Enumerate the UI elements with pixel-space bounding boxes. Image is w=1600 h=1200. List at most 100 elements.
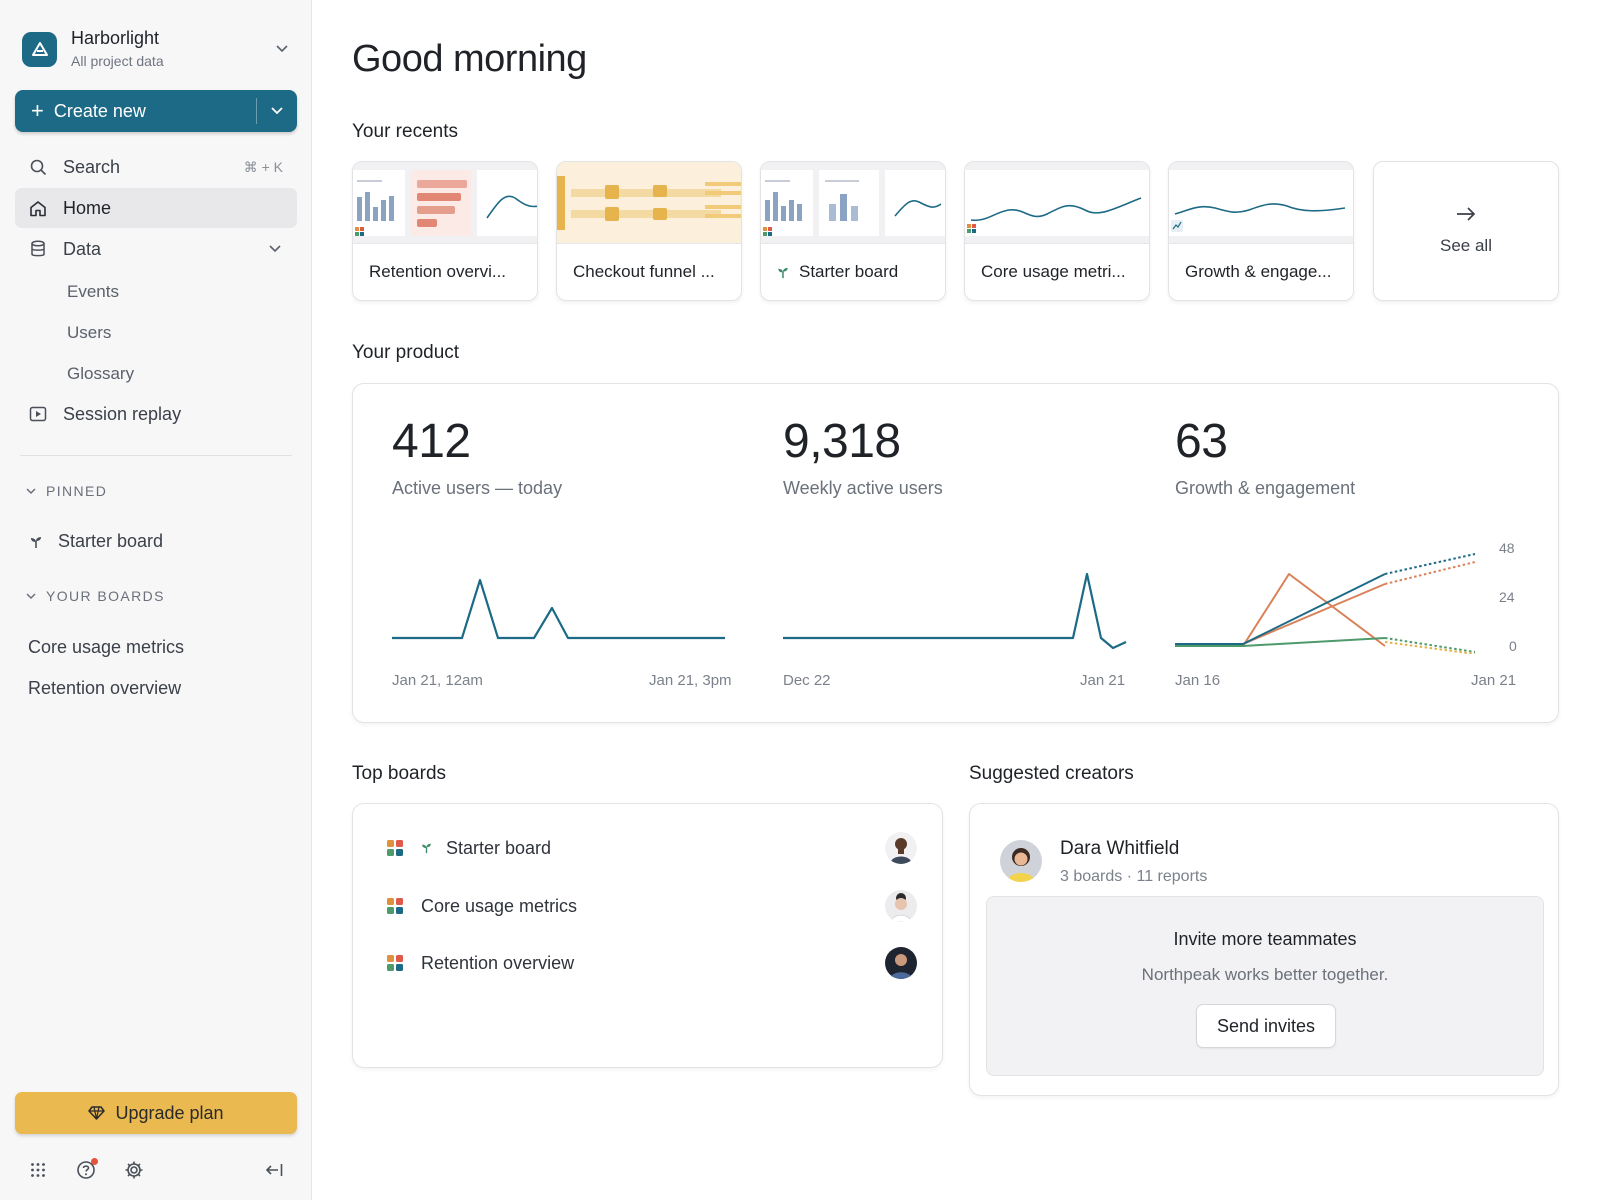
collapse-sidebar-icon[interactable] (262, 1158, 286, 1182)
create-new-label: Create new (53, 100, 146, 121)
y-axis-tick: 48 (1499, 540, 1515, 556)
top-board-row[interactable]: Starter board (387, 828, 917, 868)
recent-card-core-usage[interactable]: Core usage metri... (964, 161, 1150, 301)
help-icon[interactable] (74, 1158, 98, 1182)
recent-card-label: Core usage metri... (981, 262, 1126, 281)
creator-name[interactable]: Dara Whitfield (1060, 838, 1180, 859)
page-title: Good morning (352, 38, 587, 80)
suggested-creators-title: Suggested creators (969, 763, 1134, 784)
create-new-dropdown-button[interactable] (257, 90, 297, 132)
nav-search[interactable]: Search ⌘ + K (15, 147, 297, 187)
nav-glossary[interactable]: Glossary (67, 364, 135, 383)
plus-icon: + (31, 98, 44, 123)
recent-card-growth[interactable]: Growth & engage... (1168, 161, 1354, 301)
sidebar-divider (20, 455, 292, 456)
active-users-today-value: 412 (392, 415, 471, 468)
owner-avatar (885, 890, 917, 922)
pinned-section-toggle[interactable]: PINNED (26, 483, 107, 499)
home-icon (29, 199, 47, 217)
nav-data-label: Data (63, 238, 102, 259)
top-board-row[interactable]: Core usage metrics (387, 886, 917, 926)
nav-data[interactable]: Data (15, 229, 297, 269)
recent-card-checkout-funnel[interactable]: Checkout funnel ... (556, 161, 742, 301)
arrow-right-icon (1457, 207, 1476, 221)
recent-thumbnail (761, 162, 945, 244)
invite-title: Invite more teammates (1173, 929, 1357, 949)
x-axis-end-label: Jan 21, 3pm (649, 672, 732, 689)
create-new-button[interactable]: + Create new (15, 90, 256, 132)
see-all-recents-card[interactable]: See all (1373, 161, 1559, 301)
search-shortcut: ⌘ + K (243, 158, 283, 175)
send-invites-button[interactable]: Send invites (1196, 1004, 1336, 1048)
top-board-label: Retention overview (421, 952, 575, 973)
recent-card-label: Checkout funnel ... (573, 262, 715, 281)
your-boards-section-toggle[interactable]: YOUR BOARDS (26, 588, 165, 604)
recent-thumbnail (965, 162, 1149, 244)
upgrade-plan-label: Upgrade plan (115, 1102, 224, 1123)
pinned-starter-board[interactable]: Starter board (30, 531, 163, 552)
recent-card-starter-board[interactable]: Starter board (760, 161, 946, 301)
growth-engagement-label: Growth & engagement (1175, 478, 1356, 498)
apps-grid-icon[interactable] (26, 1158, 50, 1182)
chevron-down-icon (272, 39, 292, 59)
sidebar-board-retention[interactable]: Retention overview (28, 678, 182, 698)
notification-dot (91, 1158, 98, 1165)
top-boards-title: Top boards (352, 763, 447, 784)
growth-engagement-line-chart (1175, 553, 1476, 654)
recent-card-retention[interactable]: Retention overvi... (352, 161, 538, 301)
see-all-label: See all (1440, 236, 1492, 255)
active-users-today-sparkline (392, 578, 725, 640)
sprout-icon (778, 267, 788, 278)
chevron-down-icon (26, 487, 36, 494)
recent-card-label: Starter board (799, 262, 899, 281)
workspace-switcher[interactable]: Harborlight All project data (22, 26, 292, 72)
recent-card-label-row: Starter board (777, 262, 898, 282)
video-play-icon (29, 405, 47, 423)
chevron-down-icon (269, 245, 281, 253)
x-axis-end-label: Jan 21 (1471, 672, 1517, 689)
chevron-down-icon (26, 592, 36, 599)
sprout-icon (421, 842, 432, 854)
pinned-item-label: Starter board (58, 531, 164, 551)
database-icon (29, 240, 47, 258)
search-icon (29, 158, 47, 176)
workspace-name: Harborlight (71, 28, 160, 48)
workspace-logo-icon (22, 31, 57, 67)
growth-engagement-value: 63 (1175, 415, 1228, 468)
nav-session-replay[interactable]: Session replay (15, 394, 297, 434)
settings-gear-icon[interactable] (122, 1158, 146, 1182)
workspace-subtitle: All project data (71, 53, 164, 69)
nav-events[interactable]: Events (67, 282, 119, 301)
active-users-today-label: Active users — today (392, 478, 563, 498)
recent-card-label: Growth & engage... (1185, 262, 1332, 281)
sidebar: Harborlight All project data + Create ne… (0, 0, 312, 1200)
weekly-active-users-sparkline (783, 572, 1127, 650)
top-board-row[interactable]: Retention overview (387, 943, 917, 983)
recent-thumbnail (1169, 162, 1353, 244)
y-axis-tick: 24 (1499, 589, 1515, 605)
sprout-icon (31, 536, 41, 548)
nav-home[interactable]: Home (15, 188, 297, 228)
nav-search-label: Search (63, 156, 121, 177)
pinned-header: PINNED (46, 483, 108, 499)
button-separator (256, 98, 257, 124)
your-boards-header: YOUR BOARDS (46, 588, 165, 604)
nav-session-replay-label: Session replay (63, 403, 182, 424)
invite-subtitle: Northpeak works better together. (1141, 965, 1389, 984)
weekly-active-users-value: 9,318 (783, 415, 901, 468)
x-axis-start-label: Jan 16 (1175, 672, 1221, 689)
sidebar-board-core-usage[interactable]: Core usage metrics (28, 637, 185, 657)
recent-card-label: Retention overvi... (369, 262, 507, 281)
y-axis-tick: 0 (1509, 638, 1517, 654)
x-axis-start-label: Dec 22 (783, 672, 831, 689)
diamond-icon (88, 1106, 106, 1120)
nav-users[interactable]: Users (67, 323, 112, 342)
board-grid-icon (387, 955, 403, 971)
top-board-label: Core usage metrics (421, 895, 578, 916)
invite-teammates-panel: Invite more teammates Northpeak works be… (986, 896, 1544, 1076)
owner-avatar (885, 947, 917, 979)
board-grid-icon (387, 898, 403, 914)
creator-avatar[interactable] (1000, 840, 1042, 882)
owner-avatar (885, 832, 917, 864)
upgrade-plan-button[interactable]: Upgrade plan (15, 1092, 297, 1134)
